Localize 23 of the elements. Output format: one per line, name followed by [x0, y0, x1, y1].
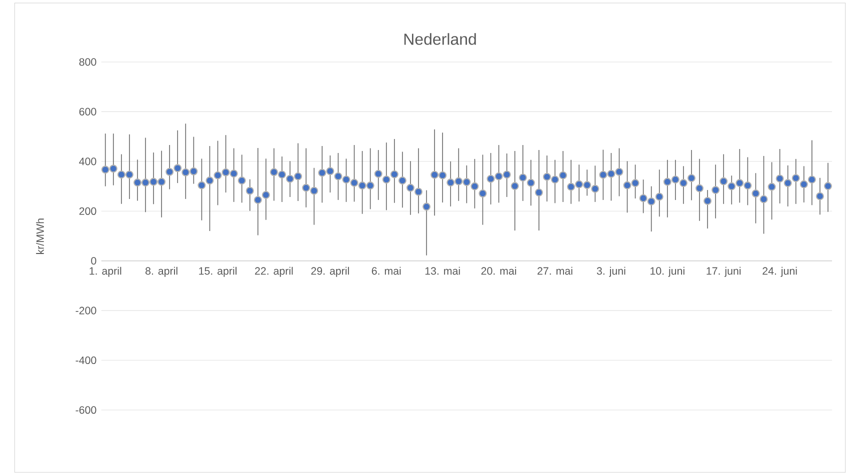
y-tick-label: -600: [76, 406, 96, 414]
y-axis-title: kr/MWh: [36, 218, 44, 254]
x-tick-label: 27. mai: [538, 266, 572, 275]
y-tick-label: 400: [79, 158, 96, 166]
x-tick-label: 17. juni: [706, 266, 741, 277]
y-tick-label: -400: [76, 356, 96, 364]
x-tick-label: 1. april: [90, 266, 122, 277]
y-tick-label: 0: [91, 257, 96, 265]
x-tick-label: 10. juni: [650, 266, 684, 277]
x-tick-label: 8. april: [146, 266, 178, 277]
x-tick-label: 15. april: [199, 266, 236, 277]
y-tick-label: -200: [76, 306, 96, 314]
x-tick-label: 13. mai: [425, 266, 460, 275]
y-tick-label: 200: [79, 207, 96, 215]
x-tick-label: 20. mai: [481, 266, 516, 275]
x-tick-label: 22. april: [255, 266, 293, 277]
y-tick-label: 800: [79, 58, 96, 66]
x-tick-label: 29. april: [311, 266, 349, 277]
y-tick-label: 600: [79, 108, 96, 116]
x-tick-label: 6. mai: [372, 266, 401, 275]
chart-title: Nederland: [404, 33, 476, 45]
x-tick-label: 3. juni: [596, 266, 626, 277]
x-tick-label: 24. juni: [762, 266, 797, 277]
